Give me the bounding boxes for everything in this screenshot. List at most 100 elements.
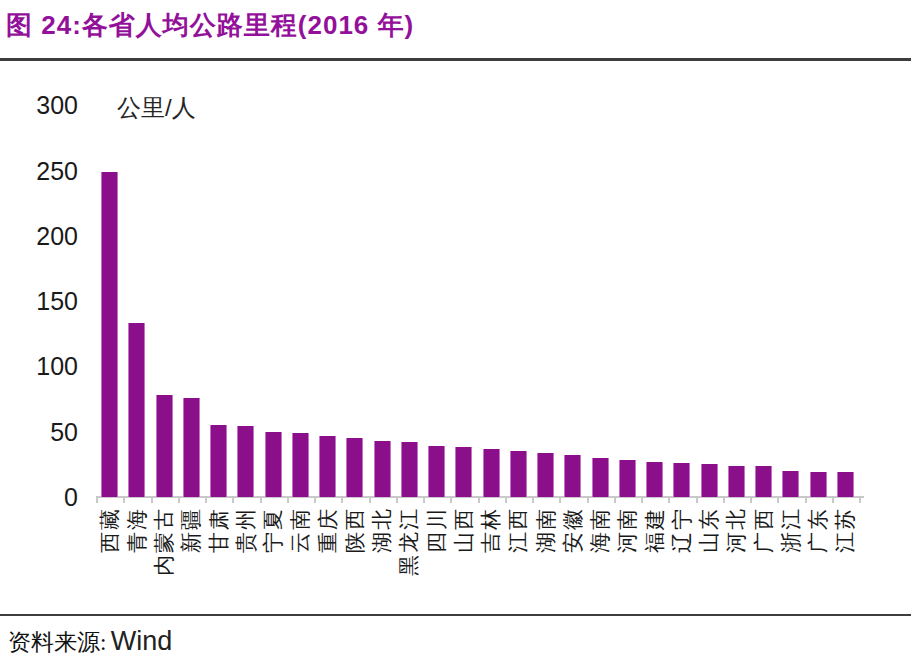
x-axis-tick: [423, 497, 425, 503]
y-tick-label-100: 100: [0, 352, 78, 380]
bar-山西: [455, 447, 472, 497]
x-axis-tick: [396, 497, 398, 503]
x-label-陕西: 陕西: [341, 505, 368, 625]
bar-广西: [755, 466, 772, 497]
x-axis-tick: [287, 497, 289, 503]
x-label-浙江: 浙江: [777, 505, 804, 625]
y-tick-label-0: 0: [0, 483, 78, 511]
x-axis-tick: [641, 497, 643, 503]
x-label-山东: 山东: [696, 505, 723, 625]
bar-福建: [646, 462, 663, 497]
x-axis-tick: [178, 497, 180, 503]
x-label-河北: 河北: [723, 505, 750, 625]
figure-title: 图 24:各省人均公路里程(2016 年): [6, 8, 414, 43]
bar-江西: [510, 451, 527, 497]
x-label-河南: 河南: [614, 505, 641, 625]
x-label-新疆: 新疆: [178, 505, 205, 625]
x-label-辽宁: 辽宁: [668, 505, 695, 625]
x-label-西藏: 西藏: [96, 505, 123, 625]
bar-云南: [292, 433, 309, 497]
x-axis-tick: [205, 497, 207, 503]
bar-四川: [428, 446, 445, 497]
bar-海南: [592, 458, 609, 497]
y-tick-label-150: 150: [0, 287, 78, 315]
x-axis-tick: [805, 497, 807, 503]
y-axis-unit-label: 公里/人: [117, 92, 196, 124]
x-axis-tick: [587, 497, 589, 503]
bar-湖北: [374, 441, 391, 497]
bar-湖南: [537, 453, 554, 497]
bar-重庆: [319, 436, 336, 497]
x-axis-tick: [260, 497, 262, 503]
x-label-湖南: 湖南: [532, 505, 559, 625]
x-axis-tick: [532, 497, 534, 503]
title-separator-line: [0, 58, 911, 61]
bar-黑龙江: [401, 442, 418, 497]
bar-浙江: [782, 471, 799, 497]
source-value: Wind: [111, 626, 173, 656]
x-axis-tick: [668, 497, 670, 503]
x-axis-tick: [832, 497, 834, 503]
bar-宁夏: [265, 432, 282, 497]
x-label-内蒙古: 内蒙古: [151, 505, 178, 625]
x-label-重庆: 重庆: [314, 505, 341, 625]
bar-内蒙古: [156, 395, 173, 497]
bar-陕西: [346, 438, 363, 497]
x-label-安徽: 安徽: [559, 505, 586, 625]
x-axis-tick: [777, 497, 779, 503]
x-label-青海: 青海: [123, 505, 150, 625]
x-label-江苏: 江苏: [832, 505, 859, 625]
x-axis-tick: [559, 497, 561, 503]
x-label-江西: 江西: [505, 505, 532, 625]
y-tick-label-50: 50: [0, 418, 78, 446]
x-label-宁夏: 宁夏: [260, 505, 287, 625]
x-label-广西: 广西: [750, 505, 777, 625]
bar-河北: [728, 466, 745, 497]
x-axis-tick: [696, 497, 698, 503]
bar-河南: [619, 460, 636, 497]
x-axis-tick: [478, 497, 480, 503]
bar-甘肃: [210, 425, 227, 497]
x-label-甘肃: 甘肃: [205, 505, 232, 625]
x-axis-tick: [750, 497, 752, 503]
x-axis-tick: [96, 497, 98, 503]
bar-西藏: [101, 172, 118, 497]
source-note: 资料来源: Wind: [8, 626, 172, 658]
y-tick-label-300: 300: [0, 91, 78, 119]
x-axis-tick: [723, 497, 725, 503]
source-separator-line: [0, 614, 911, 616]
x-label-福建: 福建: [641, 505, 668, 625]
report-figure: 图 24:各省人均公路里程(2016 年) 公里/人 0 50 100 150 200 2…: [0, 0, 911, 671]
bar-青海: [128, 323, 145, 497]
x-axis-tick: [123, 497, 125, 503]
x-label-广东: 广东: [805, 505, 832, 625]
x-label-山西: 山西: [450, 505, 477, 625]
x-label-云南: 云南: [287, 505, 314, 625]
x-axis-tick: [859, 497, 861, 503]
x-axis-tick: [314, 497, 316, 503]
bar-安徽: [564, 455, 581, 497]
x-label-贵州: 贵州: [232, 505, 259, 625]
x-label-吉林: 吉林: [478, 505, 505, 625]
bar-吉林: [483, 449, 500, 497]
bar-山东: [701, 464, 718, 497]
x-label-海南: 海南: [587, 505, 614, 625]
x-axis-tick: [614, 497, 616, 503]
x-label-四川: 四川: [423, 505, 450, 625]
x-label-黑龙江: 黑龙江: [396, 505, 423, 625]
y-tick-label-250: 250: [0, 157, 78, 185]
bar-江苏: [837, 472, 854, 497]
x-label-湖北: 湖北: [369, 505, 396, 625]
bar-贵州: [237, 426, 254, 497]
x-axis-tick: [505, 497, 507, 503]
x-axis-tick: [369, 497, 371, 503]
bar-新疆: [183, 398, 200, 497]
source-label: 资料来源:: [8, 630, 106, 655]
y-tick-label-200: 200: [0, 222, 78, 250]
bar-广东: [810, 472, 827, 497]
x-axis-tick: [341, 497, 343, 503]
x-axis-tick: [151, 497, 153, 503]
bar-辽宁: [673, 463, 690, 497]
x-axis-tick: [450, 497, 452, 503]
x-axis-tick: [232, 497, 234, 503]
